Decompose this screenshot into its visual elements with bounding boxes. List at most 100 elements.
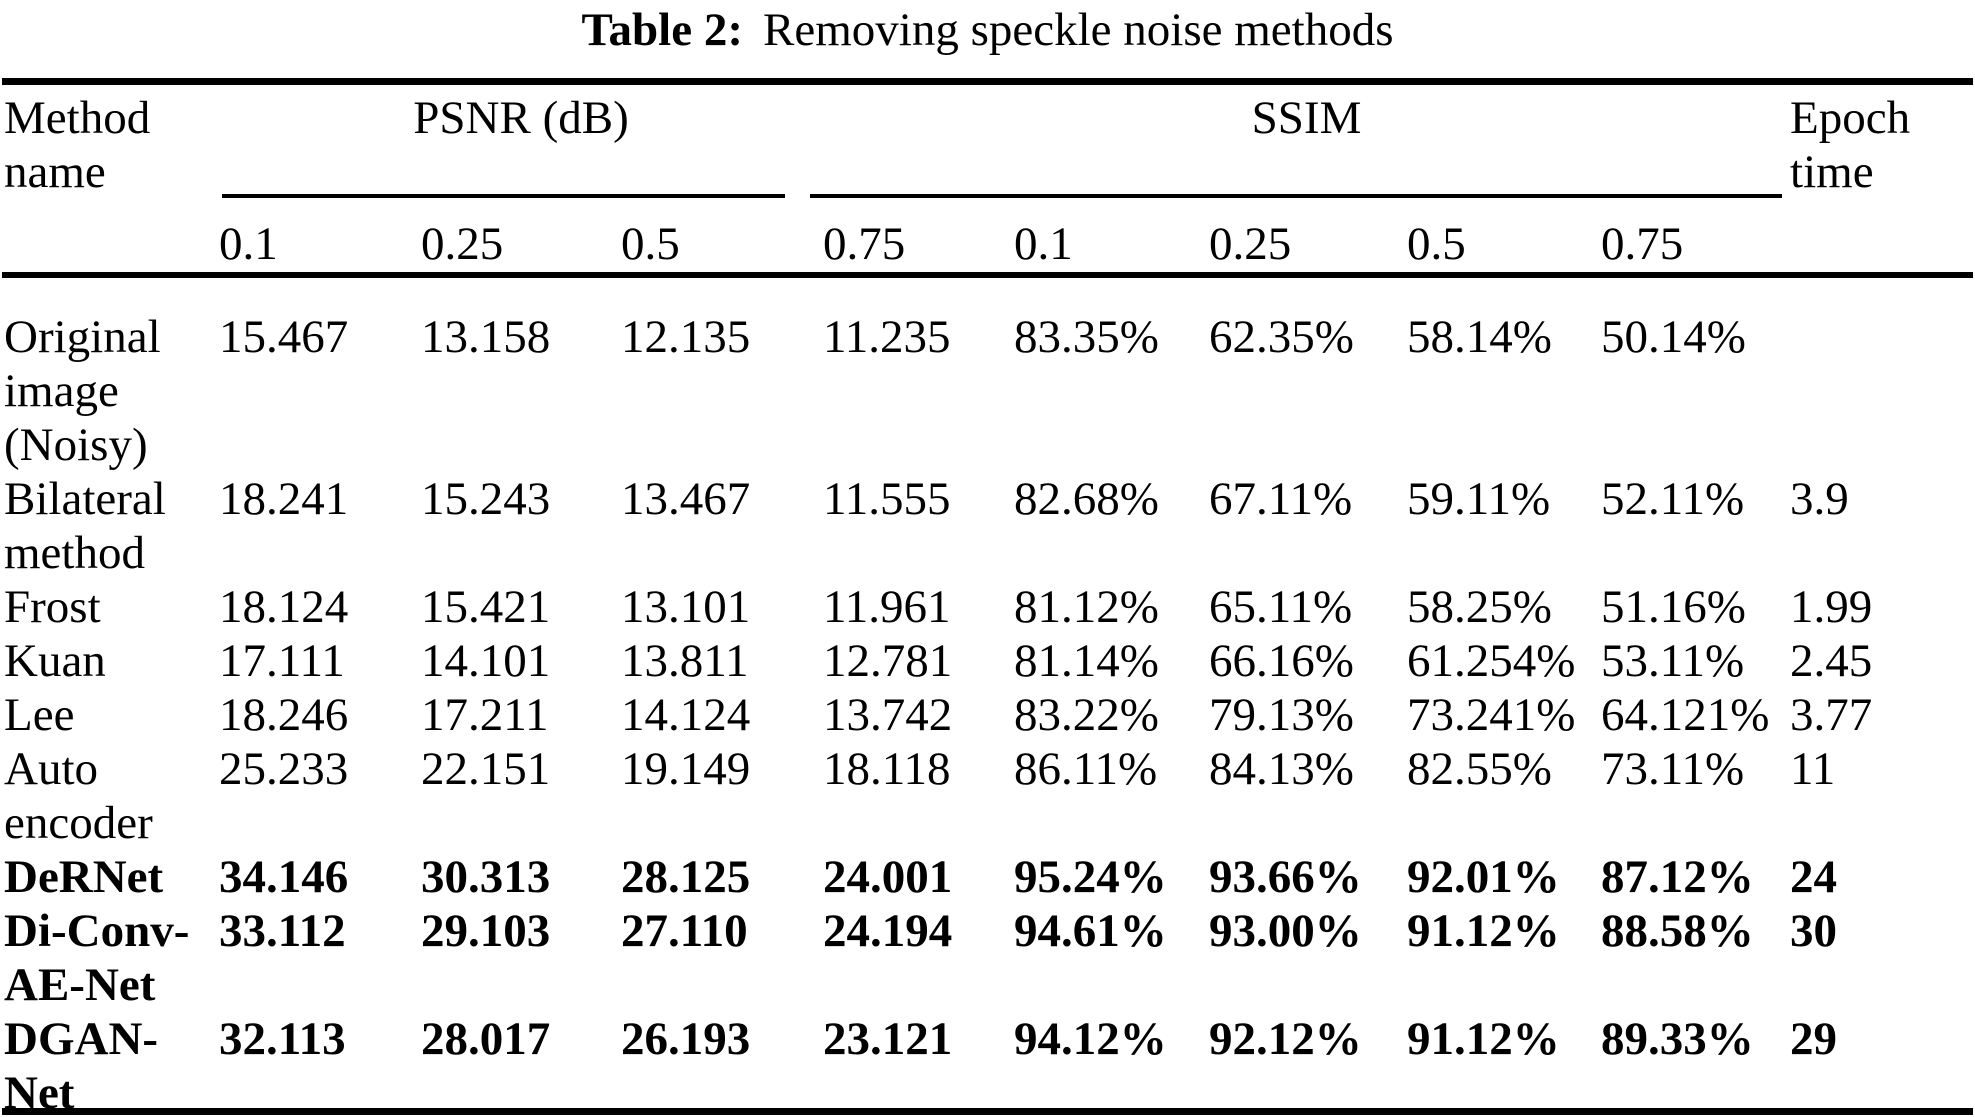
ssim-05-cell: 82.55% [1407,743,1552,795]
psnr-01-cell: 18.246 [219,689,349,741]
ssim-075-cell: 53.11% [1601,635,1745,687]
psnr-025-cell: 22.151 [421,743,551,795]
ssim-05-cell: 91.12% [1407,1013,1560,1065]
row-dernet: DeRNet 34.146 30.313 28.125 24.001 95.24… [0,850,1975,904]
table-caption-label: Table 2: [581,4,744,56]
header-spacer-left [0,200,219,284]
method-name-cell: Bilateral method [4,473,166,579]
row-frost: Frost 18.124 15.421 13.101 11.961 81.12%… [0,580,1975,634]
ssim-01-cell: 83.35% [1014,311,1159,363]
method-name-cell: DeRNet [4,851,164,903]
psnr-05-cell: 13.467 [621,473,751,525]
psnr-075-cell: 24.001 [823,851,953,903]
method-name-cell: Frost [4,581,101,633]
ssim-025-cell: 93.66% [1209,851,1362,903]
ssim-01-cell: 95.24% [1014,851,1167,903]
method-name-cell: Auto encoder [4,743,153,849]
psnr-01-cell: 17.111 [219,635,345,687]
ssim-05-cell: 58.14% [1407,311,1552,363]
ssim-025-cell: 79.13% [1209,689,1354,741]
ssim-01-cell: 94.61% [1014,905,1167,957]
ssim-01-cell: 86.11% [1014,743,1158,795]
psnr-01-cell: 18.241 [219,473,349,525]
header-ssim-025: 0.25 [1209,218,1292,270]
psnr-075-cell: 11.235 [823,311,951,363]
psnr-01-cell: 34.146 [219,851,349,903]
psnr-05-cell: 26.193 [621,1013,751,1065]
psnr-025-cell: 15.421 [421,581,551,633]
psnr-05-cell: 14.124 [621,689,751,741]
method-name-cell: DGAN-Net [4,1013,159,1117]
ssim-05-cell: 91.12% [1407,905,1560,957]
psnr-025-cell: 28.017 [421,1013,551,1065]
ssim-075-cell: 51.16% [1601,581,1746,633]
psnr-025-cell: 29.103 [421,905,551,957]
ssim-075-cell: 87.12% [1601,851,1754,903]
psnr-025-cell: 14.101 [421,635,551,687]
epoch-time-cell: 3.77 [1790,689,1873,741]
psnr-01-cell: 18.124 [219,581,349,633]
header-ssim-05: 0.5 [1407,218,1466,270]
header-psnr-025: 0.25 [421,218,504,270]
ssim-01-cell: 81.14% [1014,635,1159,687]
psnr-075-cell: 12.781 [823,635,953,687]
method-name-cell: Lee [4,689,75,741]
psnr-05-cell: 27.110 [621,905,748,957]
row-auto-encoder: Auto encoder 25.233 22.151 19.149 18.118… [0,742,1975,850]
psnr-075-cell: 23.121 [823,1013,953,1065]
psnr-075-cell: 11.555 [823,473,951,525]
row-dgan-net: DGAN-Net 32.113 28.017 26.193 23.121 94.… [0,1012,1975,1117]
ssim-025-cell: 84.13% [1209,743,1354,795]
header-method-name: Method name [4,92,151,198]
epoch-time-cell: 30 [1790,905,1838,957]
epoch-time-cell: 24 [1790,851,1838,903]
epoch-time-cell: 3.9 [1790,473,1849,525]
epoch-time-cell [1790,284,1975,472]
ssim-025-cell: 65.11% [1209,581,1353,633]
psnr-025-cell: 13.158 [421,311,551,363]
psnr-05-cell: 13.101 [621,581,751,633]
psnr-01-cell: 25.233 [219,743,349,795]
psnr-group-underline [222,194,785,198]
results-table: Method name PSNR (dB) SSIM Epoch time 0.… [0,85,1975,1117]
psnr-075-cell: 11.961 [823,581,951,633]
row-kuan: Kuan 17.111 14.101 13.811 12.781 81.14% … [0,634,1975,688]
row-lee: Lee 18.246 17.211 14.124 13.742 83.22% 7… [0,688,1975,742]
psnr-075-cell: 13.742 [823,689,953,741]
row-di-conv-ae-net: Di-Conv-AE-Net 33.112 29.103 27.110 24.1… [0,904,1975,1012]
psnr-05-cell: 28.125 [621,851,751,903]
ssim-01-cell: 83.22% [1014,689,1159,741]
psnr-05-cell: 13.811 [621,635,749,687]
method-name-cell: Kuan [4,635,106,687]
psnr-01-cell: 15.467 [219,311,349,363]
epoch-time-cell: 1.99 [1790,581,1873,633]
header-epoch-time: Epoch time [1790,92,1911,198]
method-name-cell: Original image (Noisy) [4,311,161,471]
ssim-075-cell: 52.11% [1601,473,1745,525]
ssim-05-cell: 61.254% [1407,635,1576,687]
ssim-025-cell: 93.00% [1209,905,1362,957]
psnr-05-cell: 12.135 [621,311,751,363]
header-spacer-right [1790,200,1975,284]
psnr-01-cell: 33.112 [219,905,346,957]
ssim-01-cell: 82.68% [1014,473,1159,525]
row-bilateral-method: Bilateral method 18.241 15.243 13.467 11… [0,472,1975,580]
ssim-025-cell: 62.35% [1209,311,1354,363]
ssim-025-cell: 92.12% [1209,1013,1362,1065]
psnr-025-cell: 17.211 [421,689,549,741]
ssim-025-cell: 66.16% [1209,635,1354,687]
table-caption-text: Removing speckle noise methods [763,4,1394,56]
ssim-05-cell: 58.25% [1407,581,1552,633]
header-psnr-075: 0.75 [823,218,906,270]
header-body-rule [2,272,1973,278]
ssim-075-cell: 88.58% [1601,905,1754,957]
table-caption: Table 2: Removing speckle noise methods [0,2,1975,58]
ssim-075-cell: 73.11% [1601,743,1745,795]
header-psnr-05: 0.5 [621,218,680,270]
header-sub-row: 0.1 0.25 0.5 0.75 0.1 0.25 0.5 0.75 [0,200,1975,284]
ssim-075-cell: 64.121% [1601,689,1770,741]
epoch-time-cell: 29 [1790,1013,1838,1065]
ssim-05-cell: 92.01% [1407,851,1560,903]
psnr-05-cell: 19.149 [621,743,751,795]
